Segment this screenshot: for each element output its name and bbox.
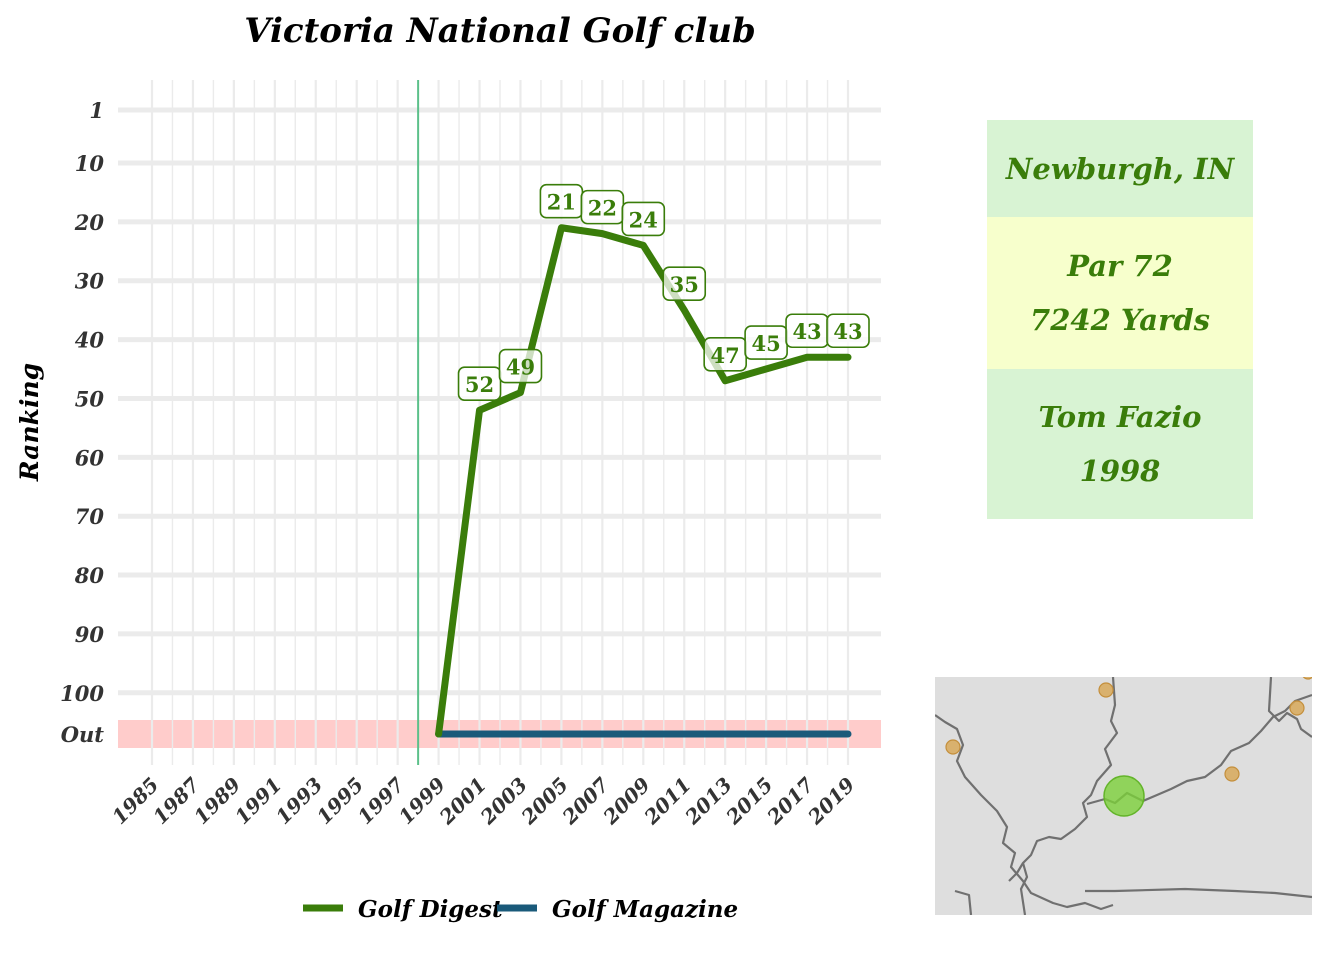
map-course-dot: [1224, 766, 1240, 782]
map-state-border: [1008, 677, 1119, 882]
data-label: 43: [792, 319, 821, 344]
map-course-dot: [1302, 677, 1312, 680]
map-highlight-location: [1103, 775, 1145, 817]
series-line-golf-digest: [435, 224, 852, 738]
y-tick-label: 80: [74, 563, 105, 588]
y-tick-label: 90: [75, 622, 105, 647]
x-tick-label: 2011: [639, 773, 696, 830]
x-tick-label: 2007: [557, 773, 614, 830]
location-map-drawing: [935, 677, 1312, 915]
x-tick-label: 1997: [353, 773, 409, 829]
x-tick-label: 2009: [598, 773, 655, 830]
data-label: 24: [629, 207, 658, 232]
data-label: 49: [506, 355, 535, 380]
data-label: 21: [547, 190, 576, 215]
data-label-box: [457, 366, 502, 402]
map-state-border: [1267, 677, 1312, 738]
y-tick-label: 50: [75, 386, 105, 411]
data-label: 22: [588, 196, 617, 221]
y-tick-label: 10: [75, 151, 105, 176]
data-label: 45: [752, 331, 781, 356]
x-tick-label: 1985: [107, 773, 163, 829]
data-label-box: [498, 348, 543, 384]
x-tick-label: 2005: [516, 773, 573, 830]
data-label: 43: [833, 319, 862, 344]
plot-area: 1102030405060708090100Out198519871989199…: [60, 80, 881, 830]
x-tick-label: 1999: [394, 773, 450, 829]
data-label-box: [662, 266, 707, 301]
map-course-dot: [1289, 700, 1305, 716]
x-tick-label: 1991: [230, 773, 286, 829]
y-axis-label: Ranking: [15, 363, 44, 482]
location-map: [935, 677, 1312, 915]
legend-label-golf-digest: Golf Digest: [358, 896, 503, 923]
data-label-box: [621, 201, 666, 237]
y-tick-label: 40: [75, 328, 105, 353]
data-label: 35: [670, 272, 699, 297]
y-tick-label: Out: [61, 722, 105, 747]
y-tick-label: 60: [75, 445, 105, 470]
x-tick-label: 2015: [721, 773, 778, 830]
yards-text: 7242 Yards: [1030, 303, 1210, 337]
map-state-border: [935, 714, 1114, 911]
architect-block: Tom Fazio 1998: [987, 369, 1253, 519]
y-tick-label: 70: [75, 504, 105, 529]
map-county-border: [1019, 862, 1029, 915]
y-tick-label: 30: [75, 269, 105, 294]
x-tick-label: 1993: [271, 773, 327, 829]
x-tick-label: 1987: [148, 773, 204, 829]
legend-label-golf-magazine: Golf Magazine: [552, 896, 738, 923]
map-state-border: [954, 889, 973, 915]
chart-title: Victoria National Golf club: [244, 11, 756, 51]
y-tick-label: 1: [89, 98, 104, 123]
par-text: Par 72: [1067, 249, 1173, 283]
opened-year-text: 1998: [1079, 454, 1161, 488]
course-info-panel: Newburgh, IN Par 72 7242 Yards Tom Fazio…: [987, 120, 1253, 519]
map-course-dot: [945, 739, 961, 755]
x-tick-label: 1989: [189, 773, 245, 829]
y-tick-label: 100: [60, 681, 104, 706]
map-course-dot: [1098, 682, 1114, 698]
data-label-box: [826, 313, 870, 349]
map-state-border: [1085, 887, 1312, 899]
y-tick-label: 20: [74, 210, 105, 235]
location-text: Newburgh, IN: [1005, 151, 1235, 186]
course-stats-block: Par 72 7242 Yards: [987, 217, 1253, 369]
legend: Golf Digest Golf Magazine: [303, 896, 738, 923]
location-block: Newburgh, IN: [987, 120, 1253, 217]
x-tick-label: 2003: [475, 773, 532, 830]
architect-text: Tom Fazio: [1038, 400, 1202, 434]
x-tick-label: 1995: [312, 773, 368, 829]
data-label: 52: [465, 372, 494, 397]
x-tick-label: 2017: [762, 773, 819, 830]
x-tick-label: 2013: [680, 773, 737, 830]
x-tick-label: 2001: [434, 773, 491, 830]
x-tick-label: 2019: [802, 773, 859, 830]
data-label: 47: [711, 343, 740, 368]
